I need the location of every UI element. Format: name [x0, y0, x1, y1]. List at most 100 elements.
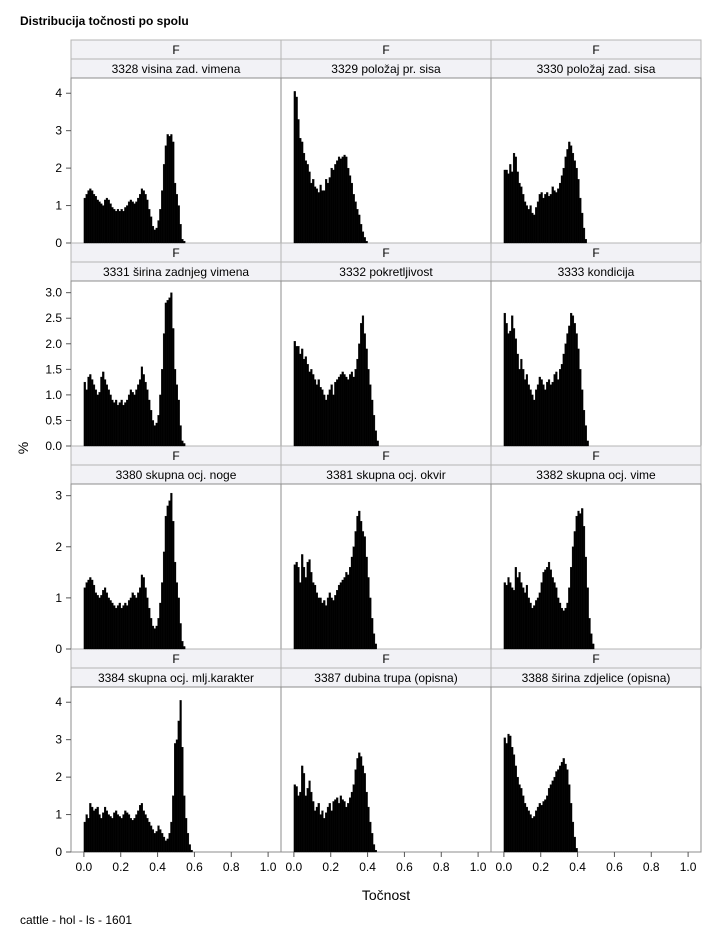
x-tick-label: 0.8 [223, 860, 240, 874]
histogram-bar [113, 605, 116, 650]
histogram-bar [361, 765, 365, 853]
histogram-bar [325, 179, 328, 244]
histogram-bar [293, 341, 296, 447]
histogram-bar [581, 389, 584, 447]
histogram-bar [100, 818, 103, 853]
histogram-bar [546, 381, 549, 447]
histogram-bar [527, 597, 530, 650]
panel-trait-label: 3333 kondicija [558, 265, 635, 279]
histogram-bar [568, 325, 571, 447]
histogram-bar [315, 592, 318, 650]
histogram-bar [306, 164, 309, 244]
panel-trait-label: 3388 širina zdjelice (opisna) [522, 671, 671, 685]
histogram-bar [301, 765, 304, 853]
histogram-bar [168, 833, 171, 853]
histogram-bar [536, 384, 540, 447]
histogram-bar [150, 216, 153, 244]
histogram-bar [140, 188, 143, 244]
histogram-bar [360, 323, 363, 447]
panel-trait-label: 3382 skupna ocj. vime [536, 468, 656, 482]
histogram-bar [524, 803, 527, 853]
histogram-bar [159, 209, 162, 244]
histogram-bar [367, 577, 370, 650]
histogram-bar [135, 597, 138, 650]
histogram-bar [139, 805, 142, 853]
histogram-bar [512, 152, 516, 244]
histogram-bar [301, 141, 304, 244]
histogram-bar [111, 207, 114, 244]
histogram-bar [172, 141, 175, 244]
histogram-bar [148, 607, 151, 650]
histogram-bar [326, 394, 330, 447]
histogram-bar [172, 521, 175, 650]
histogram-bar [584, 239, 587, 244]
x-tick-label: 0.6 [396, 860, 413, 874]
histogram-bar [354, 369, 357, 447]
histogram-bar [551, 577, 554, 650]
histogram-bar [131, 201, 134, 244]
histogram-bar [581, 212, 584, 244]
histogram-bar [536, 806, 540, 853]
histogram-bar [371, 399, 374, 447]
histogram-bar [135, 201, 138, 244]
y-tick-label: 2 [55, 540, 62, 554]
histogram-bar [524, 201, 527, 244]
histogram-bar [146, 818, 149, 853]
histogram-bar [575, 333, 578, 447]
histogram-bar [571, 315, 575, 447]
bar-layer [83, 91, 595, 853]
y-tick-label: 0 [55, 642, 62, 656]
histogram-bar [343, 154, 346, 244]
histogram-bar [360, 224, 363, 244]
histogram-bar [314, 379, 317, 447]
histogram-bar [323, 818, 326, 853]
histogram-bar [314, 584, 317, 650]
histogram-bar [317, 379, 320, 447]
histogram-bar [96, 199, 99, 244]
histogram-bar [571, 546, 575, 650]
histogram-bar [148, 399, 151, 447]
histogram-bar [302, 567, 306, 650]
histogram-bar [529, 205, 532, 244]
histogram-bar [365, 556, 368, 650]
histogram-bar [129, 818, 132, 853]
histogram-bar [183, 240, 186, 244]
y-axis-label: % [15, 442, 31, 454]
histogram-bar [96, 595, 99, 650]
y-tick-label: 2.0 [45, 337, 62, 351]
histogram-bar [332, 394, 335, 447]
histogram-bar [365, 791, 368, 853]
histogram-bar [157, 618, 160, 650]
histogram-bar [102, 371, 105, 447]
histogram-bar [581, 508, 584, 650]
histogram-bar [507, 733, 510, 853]
histogram-bar [544, 194, 547, 244]
panel-sex-label: F [172, 652, 179, 666]
histogram-bar [369, 821, 372, 853]
histogram-bar [91, 190, 94, 244]
histogram-bar [555, 587, 558, 650]
histogram-bar [516, 577, 519, 650]
histogram-bar [315, 384, 318, 447]
histogram-bar [188, 844, 191, 853]
histogram-bar [168, 500, 171, 650]
histogram-bar [518, 369, 521, 447]
histogram-bar [503, 737, 506, 853]
panel-sex-label: F [592, 246, 599, 260]
histogram-bar [111, 602, 114, 650]
histogram-bar [520, 582, 523, 650]
histogram-bar [139, 379, 142, 447]
histogram-bar [518, 182, 521, 244]
histogram-bar [127, 814, 131, 853]
histogram-bar [153, 425, 156, 447]
histogram-bar [139, 587, 142, 650]
histogram-bar [522, 369, 525, 447]
histogram-bar [168, 297, 171, 447]
histogram-bar [105, 592, 108, 650]
histogram-bar [302, 358, 306, 447]
histogram-bar [295, 96, 298, 244]
histogram-bar [511, 587, 514, 650]
histogram-bar [337, 803, 341, 853]
histogram-bar [334, 595, 337, 650]
histogram-bar [361, 315, 365, 447]
